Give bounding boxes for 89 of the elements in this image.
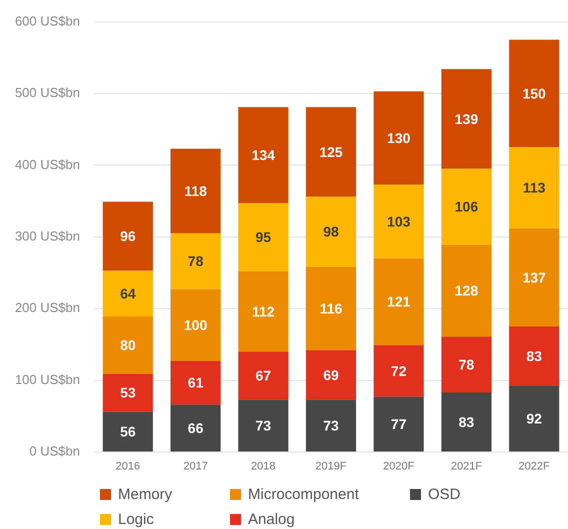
bar — [374, 345, 424, 397]
bar — [509, 228, 560, 327]
bar — [509, 326, 560, 386]
bar — [170, 360, 221, 405]
bar — [374, 91, 424, 185]
x-tick-label: 2021F — [450, 460, 482, 473]
data-label: 77 — [390, 416, 407, 432]
data-label: 128 — [454, 282, 478, 299]
data-label: 130 — [387, 130, 411, 146]
y-tick-label: 400 US$bn — [14, 156, 80, 172]
data-label: 113 — [522, 180, 546, 196]
data-label: 125 — [319, 144, 343, 160]
bar — [509, 386, 560, 452]
data-label: 66 — [188, 420, 204, 436]
x-tick-label: 2016 — [116, 460, 140, 473]
data-label: 67 — [255, 368, 272, 384]
bar — [306, 267, 356, 350]
bar — [238, 400, 288, 452]
bar — [374, 258, 424, 346]
data-label: 103 — [387, 213, 411, 230]
bar — [170, 148, 221, 234]
y-tick-label: 200 US$bn — [14, 300, 80, 316]
data-label: 53 — [120, 384, 136, 401]
bar — [170, 289, 221, 361]
bar — [102, 412, 153, 452]
y-tick-label: 100 US$bn — [14, 372, 80, 387]
bar — [170, 233, 221, 290]
bar — [102, 374, 153, 412]
data-label: 64 — [120, 285, 136, 302]
bar — [102, 316, 153, 374]
legend-label: Microcomponent — [248, 486, 359, 503]
bar — [306, 400, 356, 452]
data-label: 73 — [255, 417, 272, 434]
bar — [441, 244, 492, 337]
bar — [306, 350, 356, 400]
bar — [441, 392, 492, 452]
bar — [441, 69, 492, 169]
data-label: 83 — [526, 348, 542, 364]
data-label: 80 — [120, 337, 136, 354]
y-tick-label: 300 US$bn — [14, 228, 80, 244]
legend-label: Analog — [248, 511, 295, 528]
bar — [509, 147, 560, 228]
y-tick-label: 500 US$bn — [14, 85, 80, 100]
data-label: 137 — [522, 269, 546, 286]
data-label: 72 — [390, 362, 407, 379]
bar — [238, 271, 288, 352]
data-label: 150 — [522, 85, 546, 102]
x-tick-label: 2020F — [383, 460, 415, 473]
bar — [102, 270, 153, 316]
data-label: 100 — [184, 316, 208, 333]
bar — [374, 184, 424, 258]
data-label: 78 — [188, 253, 204, 270]
data-label: 121 — [387, 294, 411, 310]
data-label: 118 — [184, 182, 208, 199]
data-label: 95 — [255, 229, 272, 246]
data-label: 56 — [120, 424, 136, 440]
bar — [238, 107, 288, 204]
bar — [238, 352, 288, 400]
x-tick-label: 2018 — [251, 460, 276, 473]
bar — [374, 396, 424, 452]
data-label: 92 — [526, 410, 542, 427]
data-label: 73 — [323, 417, 339, 434]
x-tick-label: 2022F — [518, 460, 550, 473]
bar — [441, 336, 492, 392]
y-tick-label: 0 US$bn — [29, 444, 80, 459]
bar — [102, 202, 153, 271]
y-tick-label: 600 US$bn — [14, 13, 80, 28]
x-tick-label: 2017 — [183, 460, 208, 473]
bar — [170, 404, 221, 452]
data-label: 83 — [458, 414, 474, 430]
data-label: 98 — [323, 224, 339, 240]
data-label: 78 — [458, 356, 474, 372]
bar — [509, 40, 560, 148]
data-label: 106 — [454, 198, 478, 215]
bar — [306, 107, 356, 197]
legend-label: OSD — [428, 486, 461, 503]
data-label: 96 — [120, 228, 136, 244]
data-label: 139 — [454, 110, 478, 127]
legend-label: Logic — [118, 511, 154, 528]
x-tick-label: 2019F — [315, 460, 347, 473]
data-label: 112 — [252, 303, 275, 320]
data-label: 134 — [252, 147, 276, 164]
data-label: 69 — [323, 366, 339, 383]
bar — [238, 203, 288, 272]
data-label: 116 — [320, 300, 343, 316]
data-label: 61 — [188, 374, 204, 391]
bar — [306, 196, 356, 268]
legend-label: Memory — [118, 486, 172, 503]
bar — [441, 168, 492, 245]
